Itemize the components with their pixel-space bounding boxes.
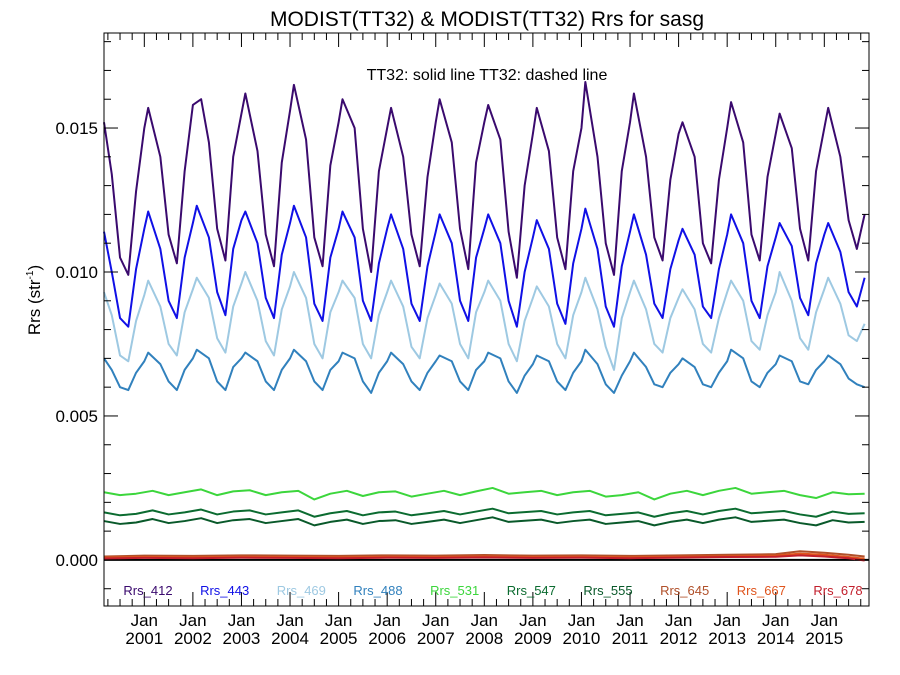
legend-entry-rrs-645: Rrs_645 [660, 583, 709, 598]
legend-entry-rrs-667: Rrs_667 [737, 583, 786, 598]
legend-entry-rrs-547: Rrs_547 [507, 583, 556, 598]
x-tick-label-year: 2009 [514, 629, 552, 648]
y-axis-label-main: Rrs (str [25, 279, 44, 335]
x-tick-label-year: 2013 [708, 629, 746, 648]
x-tick-label-month: Jan [568, 611, 595, 630]
series-line-rrs-678 [103, 554, 865, 562]
x-tick-label-month: Jan [713, 611, 740, 630]
x-tick-label-month: Jan [131, 611, 158, 630]
series-line-rrs-531 [103, 486, 865, 501]
x-tick-label-month: Jan [228, 611, 255, 630]
legend-entry-rrs-488: Rrs_488 [353, 583, 402, 598]
plot-frame [103, 32, 870, 607]
chart-annotation: TT32: solid line TT32: dashed line [367, 67, 608, 84]
x-tick-label-month: Jan [422, 611, 449, 630]
x-tick-label-month: Jan [373, 611, 400, 630]
x-tick-label-month: Jan [276, 611, 303, 630]
y-axis-label-sup: -1 [25, 270, 36, 279]
legend-entry-rrs-555: Rrs_555 [583, 583, 632, 598]
legend-entry-rrs-412: Rrs_412 [123, 583, 172, 598]
x-tick-label-year: 2004 [271, 629, 309, 648]
x-tick-label-year: 2005 [320, 629, 358, 648]
x-tick-label-month: Jan [471, 611, 498, 630]
y-tick-label: 0.000 [55, 551, 98, 570]
series-line-rrs-469 [103, 270, 866, 371]
y-tick-label: 0.015 [55, 119, 98, 138]
x-tick-label-year: 2002 [174, 629, 212, 648]
legend-entry-rrs-678: Rrs_678 [813, 583, 862, 598]
x-tick-label-year: 2003 [223, 629, 261, 648]
series-line-rrs-488 [103, 348, 865, 394]
x-tick-label-year: 2011 [612, 629, 649, 648]
x-tick-label-year: 2007 [417, 629, 455, 648]
plot-area [103, 80, 869, 562]
y-tick-label: 0.005 [55, 407, 98, 426]
x-tick-label-year: 2001 [125, 629, 163, 648]
y-axis-label-close: ) [25, 265, 44, 271]
x-tick-label-month: Jan [179, 611, 206, 630]
series-line-rrs-443 [103, 204, 866, 328]
x-tick-label-month: Jan [616, 611, 643, 630]
chart-title: MODIST(TT32) & MODIST(TT32) Rrs for sasg [270, 8, 704, 31]
axis-ticks: 0.0000.0050.0100.015Jan2001Jan2002Jan200… [55, 33, 869, 648]
x-tick-label-year: 2012 [660, 629, 698, 648]
series-line-rrs-412 [103, 80, 866, 279]
x-tick-label-year: 2014 [757, 629, 795, 648]
series-line-rrs-645 [103, 550, 865, 558]
x-tick-label-year: 2010 [563, 629, 601, 648]
x-tick-label-month: Jan [762, 611, 789, 630]
legend-entry-rrs-443: Rrs_443 [200, 583, 249, 598]
legend-entry-rrs-531: Rrs_531 [430, 583, 479, 598]
series-line-rrs-547 [103, 507, 865, 518]
y-tick-label: 0.010 [55, 263, 98, 282]
x-tick-label-year: 2008 [465, 629, 503, 648]
x-tick-label-month: Jan [811, 611, 838, 630]
x-tick-label-month: Jan [519, 611, 546, 630]
x-tick-label-year: 2015 [805, 629, 843, 648]
x-tick-label-month: Jan [325, 611, 352, 630]
legend: Rrs_412 Rrs_443 Rrs_469 Rrs_488 Rrs_531 Rrs_5… [123, 583, 862, 598]
series-line-rrs-555 [103, 516, 865, 527]
legend-entry-rrs-469: Rrs_469 [277, 583, 326, 598]
x-tick-label-month: Jan [665, 611, 692, 630]
y-axis-label: Rrs (str-1) [25, 265, 44, 335]
x-tick-label-year: 2006 [368, 629, 406, 648]
